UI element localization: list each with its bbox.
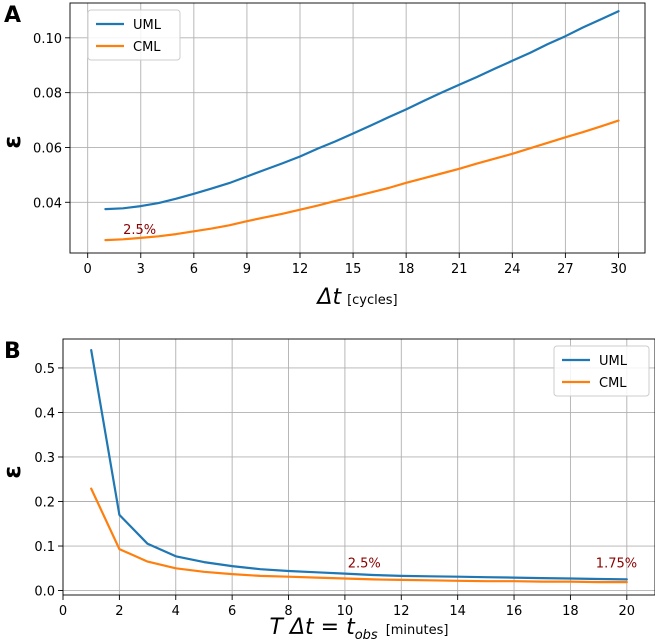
x-axis-label-b: T Δt = tobs [minutes] <box>270 615 449 643</box>
plot-frame-b <box>62 338 655 596</box>
y-tick-label: 0.08 <box>33 87 62 102</box>
x-axis-label-main: Δt <box>315 285 342 310</box>
annotations-b: 2.5% 1.75% <box>348 556 637 571</box>
x-axis-label-a: Δt [cycles] <box>315 285 397 310</box>
panel-label-b: B <box>4 339 21 364</box>
plot-frame-a <box>69 2 646 254</box>
x-tick-label: 27 <box>557 262 574 277</box>
x-tick-label: 12 <box>393 604 410 619</box>
legend-b: UML CML <box>553 345 650 397</box>
x-tick-label: 2 <box>115 604 123 619</box>
y-axis-label-a: ε <box>0 135 26 148</box>
y-tick-label: 0.2 <box>34 496 55 511</box>
x-axis-label-subscript: obs <box>355 628 378 643</box>
y-axis-label-b: ε <box>0 465 26 478</box>
legend-label-uml: UML <box>599 354 628 369</box>
x-tick-label: 0 <box>84 262 92 277</box>
x-ticks-a: 0 3 6 9 12 15 18 21 24 27 30 <box>84 253 627 277</box>
x-tick-label: 6 <box>190 262 198 277</box>
panel-a: A 2.5% 0 3 6 9 12 15 18 21 24 27 30 0.040.060.080.… <box>0 2 646 310</box>
lines-b <box>90 349 628 584</box>
legend-box <box>553 345 650 397</box>
series-line-uml <box>90 349 628 581</box>
x-tick-label: 18 <box>398 262 415 277</box>
annotation-label: 1.75% <box>596 556 637 571</box>
x-tick-label: 14 <box>449 604 466 619</box>
y-ticks-b: 0.0 0.1 0.2 0.3 0.4 0.5 <box>34 362 63 600</box>
x-tick-label: 3 <box>137 262 145 277</box>
annotations-a: 2.5% <box>123 223 156 238</box>
x-tick-label: 21 <box>451 262 468 277</box>
x-tick-label: 6 <box>228 604 236 619</box>
legend-a: UML CML <box>87 9 181 61</box>
legend-label-uml: UML <box>133 18 162 33</box>
x-tick-label: 10 <box>337 604 354 619</box>
x-axis-label-unit: [minutes] <box>386 623 449 638</box>
x-axis-label-main: T Δt = t <box>270 615 357 640</box>
annotation-label: 2.5% <box>348 556 381 571</box>
y-tick-label: 0.4 <box>34 406 55 421</box>
x-tick-label: 4 <box>172 604 180 619</box>
x-tick-label: 0 <box>59 604 67 619</box>
x-tick-label: 15 <box>345 262 362 277</box>
x-tick-label: 30 <box>610 262 627 277</box>
y-tick-label: 0.0 <box>34 585 55 600</box>
panel-label-a: A <box>4 3 21 28</box>
lines-a <box>104 10 620 242</box>
series-line-uml <box>104 10 620 211</box>
y-tick-label: 0.04 <box>33 196 62 211</box>
legend-box <box>87 9 181 61</box>
x-tick-label: 18 <box>562 604 579 619</box>
series-line-cml <box>90 487 628 584</box>
y-tick-label: 0.1 <box>34 540 55 555</box>
annotation-label: 2.5% <box>123 223 156 238</box>
x-ticks-b: 0 2 4 6 8 10 12 14 16 18 20 <box>59 595 635 619</box>
y-tick-label: 0.5 <box>34 362 55 377</box>
y-ticks-a: 0.04 0.06 0.08 0.10 <box>33 32 70 211</box>
x-tick-label: 16 <box>506 604 523 619</box>
legend-label-cml: CML <box>133 40 161 55</box>
series-line-cml <box>104 119 620 242</box>
x-tick-label: 12 <box>292 262 309 277</box>
y-tick-label: 0.10 <box>33 32 62 47</box>
legend-label-cml: CML <box>599 376 627 391</box>
y-tick-label: 0.06 <box>33 141 62 156</box>
x-tick-label: 8 <box>284 604 292 619</box>
x-tick-label: 9 <box>243 262 251 277</box>
x-tick-label: 24 <box>504 262 521 277</box>
x-axis-label-unit: [cycles] <box>347 293 398 308</box>
panel-b: B 2.5% 1.75% 0 2 4 6 8 10 12 14 16 18 20 0.00.10.20… <box>0 338 655 643</box>
grid-b <box>62 339 655 595</box>
y-tick-label: 0.3 <box>34 451 55 466</box>
x-tick-label: 20 <box>619 604 636 619</box>
